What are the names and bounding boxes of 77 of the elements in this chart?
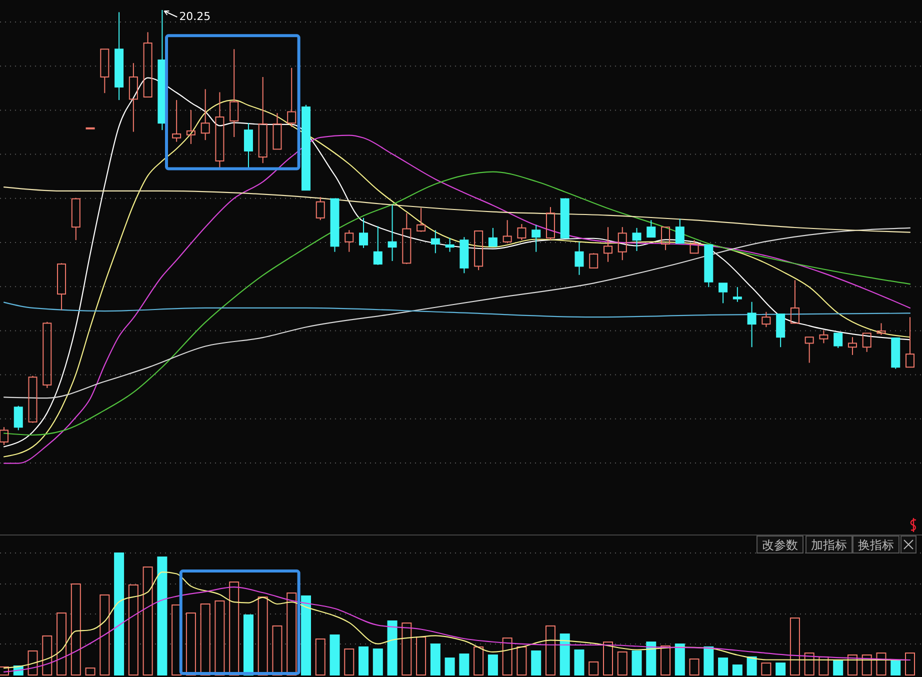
text: 加指标	[811, 538, 847, 552]
bar	[114, 552, 124, 676]
bar	[315, 638, 326, 676]
bar	[344, 648, 354, 676]
bar	[689, 658, 700, 676]
bar	[128, 584, 138, 676]
annotation: 20.25	[179, 10, 211, 23]
candlestick	[200, 88, 210, 141]
bar	[560, 634, 570, 676]
bar	[243, 614, 254, 676]
bar	[56, 612, 67, 676]
bar	[42, 635, 52, 676]
bar	[790, 618, 800, 676]
bar	[776, 662, 786, 676]
bar	[28, 650, 38, 676]
bar	[459, 654, 470, 676]
bar	[617, 651, 628, 676]
bar	[890, 660, 901, 676]
bar	[531, 650, 542, 676]
bar	[272, 625, 282, 676]
bar	[85, 668, 96, 676]
bar	[732, 664, 742, 676]
bar	[833, 659, 844, 676]
bar	[474, 646, 484, 676]
bar	[660, 645, 671, 676]
bar	[358, 646, 369, 676]
bar	[186, 612, 196, 676]
bar	[588, 661, 599, 676]
bar	[387, 620, 398, 676]
bar	[330, 634, 340, 676]
bar	[430, 644, 440, 676]
bar	[142, 566, 153, 676]
candlestick	[430, 230, 440, 254]
bar	[876, 652, 886, 676]
candlestick	[230, 48, 239, 138]
candlestick	[258, 76, 268, 164]
bar	[444, 658, 455, 676]
bar	[603, 642, 613, 676]
bar	[488, 654, 498, 676]
bar	[905, 652, 915, 676]
bar	[516, 646, 527, 676]
bar	[229, 582, 240, 676]
bar	[200, 603, 210, 676]
bar	[157, 556, 168, 676]
candlestick	[445, 237, 454, 252]
candlestick	[128, 62, 138, 132]
bar	[761, 662, 772, 676]
candlestick	[244, 122, 253, 168]
bar	[674, 644, 685, 676]
bar	[704, 646, 714, 676]
candlestick	[848, 336, 857, 356]
candlestick	[747, 301, 756, 348]
bar	[286, 592, 297, 676]
text: 改参数	[762, 538, 798, 552]
bar	[545, 625, 556, 676]
bar	[100, 594, 110, 676]
candlestick	[186, 110, 196, 144]
bar	[646, 642, 656, 676]
bar	[402, 622, 412, 676]
text: 换指标	[858, 538, 894, 552]
candlestick	[574, 241, 584, 276]
candlestick	[388, 204, 397, 262]
bar	[214, 600, 225, 676]
bar	[372, 648, 383, 676]
candlestick	[114, 12, 124, 101]
candlestick	[604, 226, 612, 262]
bar	[746, 656, 757, 676]
candlestick	[618, 226, 627, 261]
bar	[718, 658, 728, 676]
bar	[818, 656, 829, 676]
bar	[258, 596, 268, 676]
bar	[632, 650, 642, 676]
bar	[70, 583, 81, 676]
bar	[574, 649, 584, 676]
bar	[502, 638, 512, 676]
bar	[416, 636, 426, 676]
bar	[301, 595, 311, 676]
